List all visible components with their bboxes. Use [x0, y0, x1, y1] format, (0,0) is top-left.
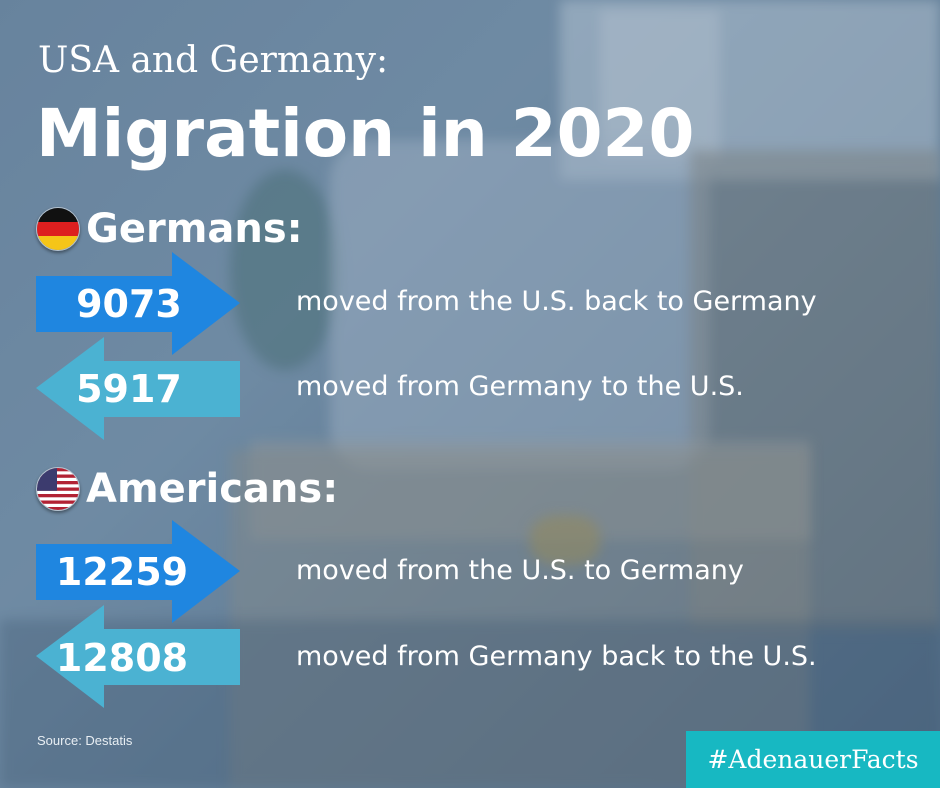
arrow-right-icon	[36, 252, 240, 355]
arrow-left-icon	[36, 605, 240, 708]
migration-number: 12808	[55, 636, 189, 680]
section-heading-label: Americans:	[86, 466, 339, 512]
source-note: Source: Destatis	[37, 733, 133, 748]
section-heading-label: Germans:	[86, 206, 303, 252]
usa-flag-icon	[36, 467, 80, 511]
germany-flag-icon	[36, 207, 80, 251]
background-tape-roll	[530, 515, 600, 565]
migration-description: moved from Germany to the U.S.	[296, 371, 744, 402]
section-heading-americans: Americans:	[36, 466, 338, 512]
migration-number: 9073	[76, 282, 182, 326]
arrow-left-icon	[36, 337, 240, 440]
page-title: Migration in 2020	[36, 95, 695, 172]
migration-description: moved from Germany back to the U.S.	[296, 641, 817, 672]
migration-number: 12259	[55, 550, 189, 594]
migration-number: 5917	[76, 367, 182, 411]
migration-description: moved from the U.S. to Germany	[296, 555, 744, 586]
section-heading-germans: Germans:	[36, 206, 303, 252]
subtitle: USA and Germany:	[38, 40, 389, 81]
background-covered-sofa	[330, 140, 710, 470]
background-plant	[230, 170, 340, 370]
background-box-right	[690, 150, 940, 630]
hashtag-badge: #AdenauerFacts	[686, 731, 940, 788]
background-window-pane	[600, 10, 720, 160]
arrow-right-icon	[36, 520, 240, 623]
migration-description: moved from the U.S. back to Germany	[296, 286, 817, 317]
background-box-top	[250, 440, 810, 540]
